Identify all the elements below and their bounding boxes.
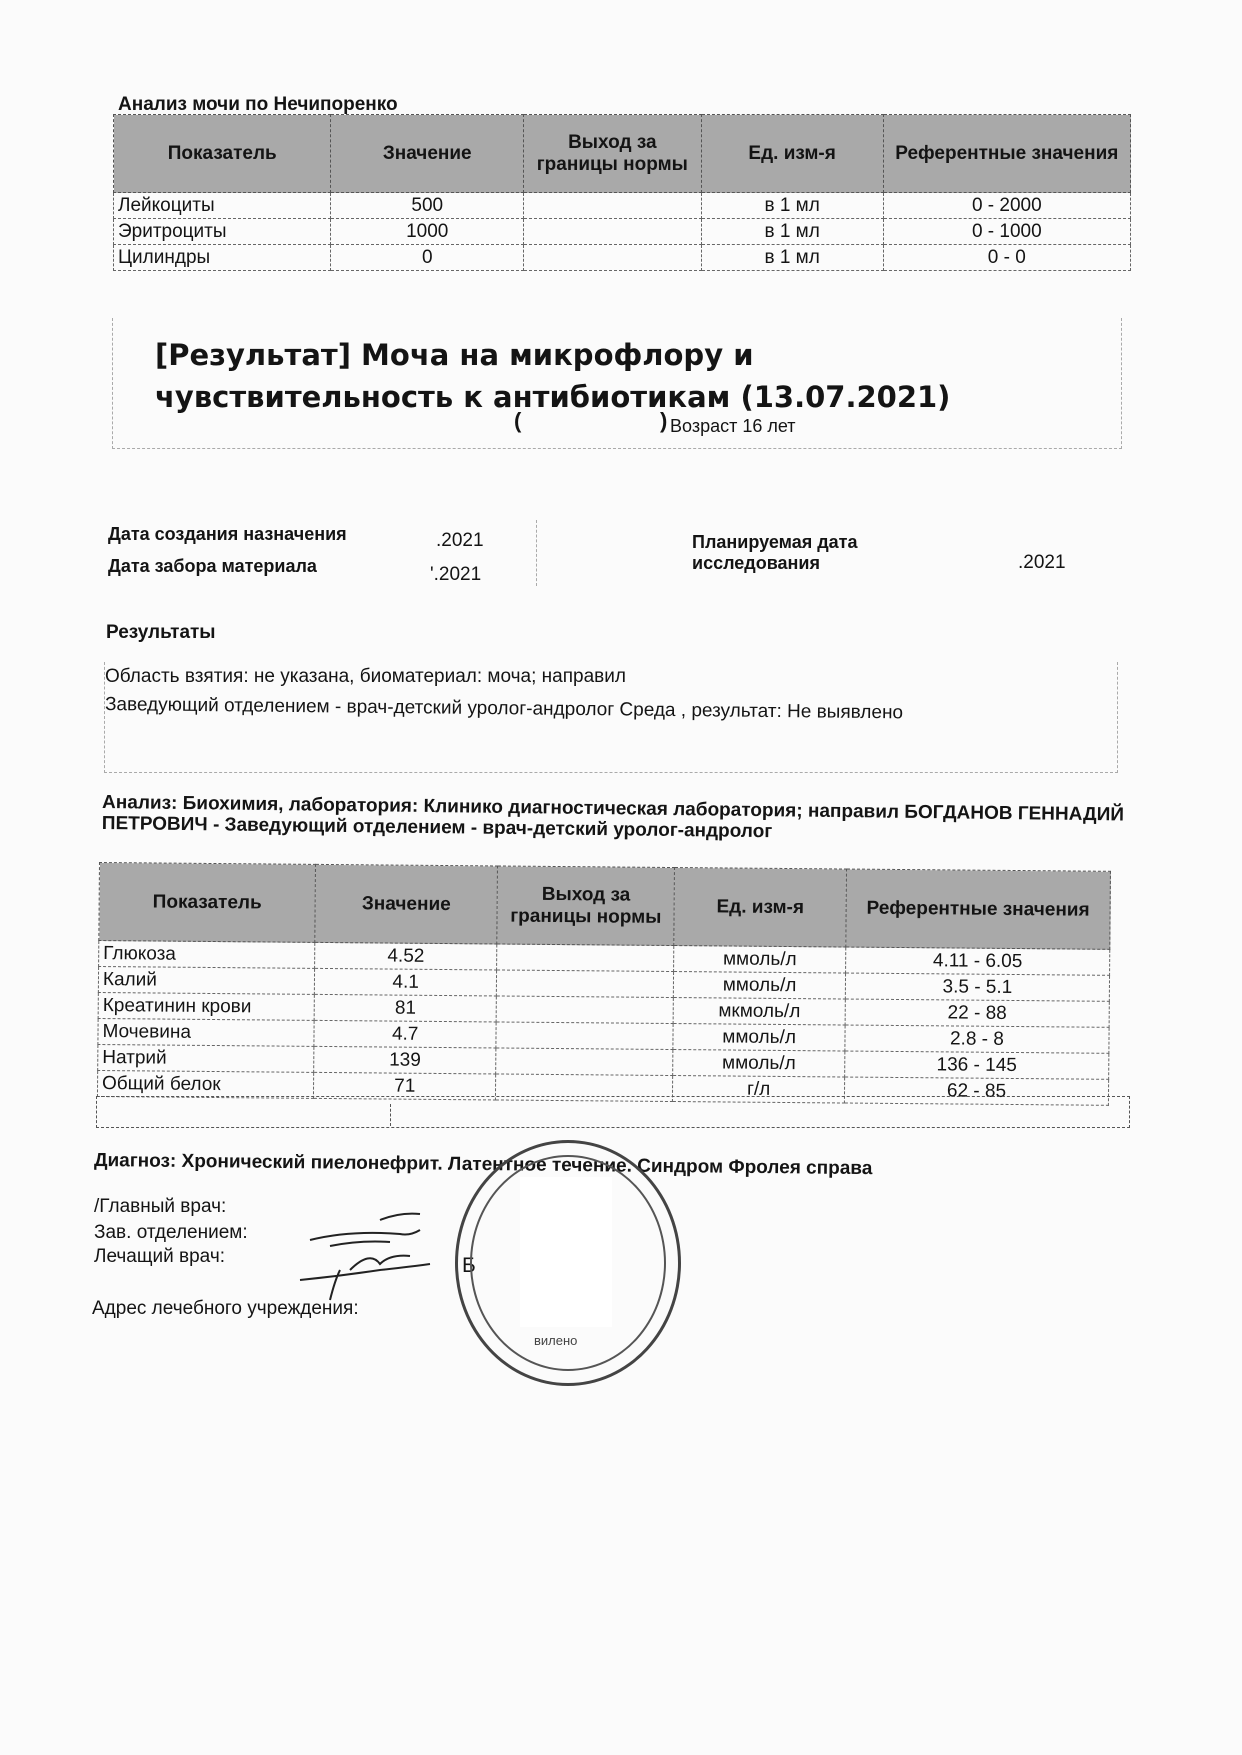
cell-name: Лейкоциты <box>112 192 332 219</box>
dates-divider <box>104 520 537 586</box>
table-row: Эритроциты 1000 в 1 мл 0 - 1000 <box>112 218 1132 245</box>
cell-unit: мкмоль/л <box>673 997 846 1026</box>
biochemistry-title: Анализ: Биохимия, лаборатория: Клинико д… <box>101 792 1125 843</box>
cell-name: Калий <box>98 966 315 995</box>
cell-unit: ммоль/л <box>672 1049 845 1078</box>
cell-value: 0 <box>330 244 524 271</box>
patient-age: Возраст 16 лет <box>670 416 796 436</box>
stamp-text: вилено <box>534 1333 578 1348</box>
table-row: Цилиндры 0 в 1 мл 0 - 0 <box>112 244 1132 271</box>
cell-flag <box>496 969 674 998</box>
cell-unit: ммоль/л <box>673 945 846 974</box>
diagnosis: Диагноз: Хронический пиелонефрит. Латент… <box>93 1150 873 1180</box>
cell-name: Глюкоза <box>98 940 315 969</box>
cell-value: 4.52 <box>314 942 498 970</box>
cell-unit: в 1 мл <box>700 218 884 245</box>
results-frame <box>104 662 1118 773</box>
column-header: Референтные значения <box>845 869 1111 950</box>
cell-name: Эритроциты <box>112 218 332 245</box>
cell-flag <box>496 995 674 1024</box>
column-header: Показатель <box>98 862 316 943</box>
cell-value: 139 <box>313 1046 497 1074</box>
cell-name: Мочевина <box>97 1018 315 1047</box>
cell-ref: 2.8 - 8 <box>844 1025 1110 1054</box>
column-header: Референтные значения <box>882 114 1132 193</box>
empty-table-row <box>96 1096 1130 1128</box>
cell-flag <box>523 192 702 219</box>
created-date-label: Дата создания назначения <box>108 524 347 544</box>
column-header: Значение <box>330 114 524 193</box>
cell-ref: 136 - 145 <box>844 1051 1109 1080</box>
column-header: Выход за границы нормы <box>523 114 702 193</box>
cell-ref: 3.5 - 5.1 <box>845 973 1110 1002</box>
cell-unit: в 1 мл <box>700 244 884 271</box>
cell-name: Креатинин крови <box>98 992 315 1021</box>
cell-value: 500 <box>330 192 524 219</box>
head-of-department-label: Зав. отделением: <box>94 1222 248 1243</box>
empty-row-divider <box>390 1104 391 1126</box>
table-row: Лейкоциты 500 в 1 мл 0 - 2000 <box>112 192 1132 219</box>
collected-date-label: Дата забора материала <box>108 556 317 576</box>
nechiporenko-title: Анализ мочи по Нечипоренко <box>118 94 398 115</box>
cell-flag <box>523 244 702 271</box>
results-line-1: Область взятия: не указана, биоматериал:… <box>105 666 626 687</box>
cell-name: Натрий <box>97 1044 315 1073</box>
cell-value: 4.7 <box>314 1020 497 1048</box>
cell-name: Общий белок <box>97 1070 314 1099</box>
cell-flag <box>496 1021 674 1050</box>
chief-doctor-label: /Главный врач: <box>94 1196 227 1217</box>
cell-ref: 22 - 88 <box>845 999 1110 1028</box>
biochemistry-table: Показатель Значение Выход за границы нормы… <box>97 862 1111 1106</box>
cell-value: 81 <box>314 994 497 1022</box>
cell-flag <box>523 218 702 245</box>
cell-flag <box>495 1047 674 1076</box>
planned-date-label: Планируемая дата исследования <box>692 532 858 573</box>
column-header: Ед. изм-я <box>700 114 884 193</box>
column-header: Ед. изм-я <box>674 867 847 948</box>
column-header: Значение <box>314 864 498 944</box>
collected-date-value: '.2021 <box>430 564 482 585</box>
cell-name: Цилиндры <box>112 244 332 271</box>
handwritten-signature <box>299 1212 431 1301</box>
results-heading: Результаты <box>106 622 216 643</box>
patient-paren-open: ( <box>514 408 522 433</box>
attending-doctor-label: Лечащий врач: <box>94 1246 225 1267</box>
cell-ref: 0 - 2000 <box>882 192 1132 219</box>
cell-value: 1000 <box>330 218 524 245</box>
official-stamp: вилено <box>455 1140 681 1386</box>
cell-flag <box>496 943 675 972</box>
culture-frame <box>112 318 1122 449</box>
cell-unit: ммоль/л <box>673 971 846 1000</box>
cell-ref: 0 - 1000 <box>882 218 1132 245</box>
planned-date-value: .2021 <box>1018 552 1066 573</box>
cell-ref: 4.11 - 6.05 <box>845 947 1110 976</box>
cell-unit: в 1 мл <box>700 192 884 219</box>
patient-paren-close: ) <box>660 408 668 433</box>
column-header: Выход за границы нормы <box>497 865 675 946</box>
culture-title-line1: [Результат] Моча на микрофлору и <box>155 338 754 372</box>
created-date-value: .2021 <box>436 530 484 551</box>
nechiporenko-table: Показатель Значение Выход за границы нормы… <box>112 114 1132 271</box>
culture-title-line2: чувствительность к антибиотикам (13.07.2… <box>155 380 951 414</box>
cell-unit: ммоль/л <box>673 1023 846 1052</box>
cell-ref: 0 - 0 <box>882 244 1132 271</box>
cell-value: 4.1 <box>314 968 497 996</box>
address-label: Адрес лечебного учреждения: <box>92 1298 359 1319</box>
column-header: Показатель <box>112 114 332 193</box>
